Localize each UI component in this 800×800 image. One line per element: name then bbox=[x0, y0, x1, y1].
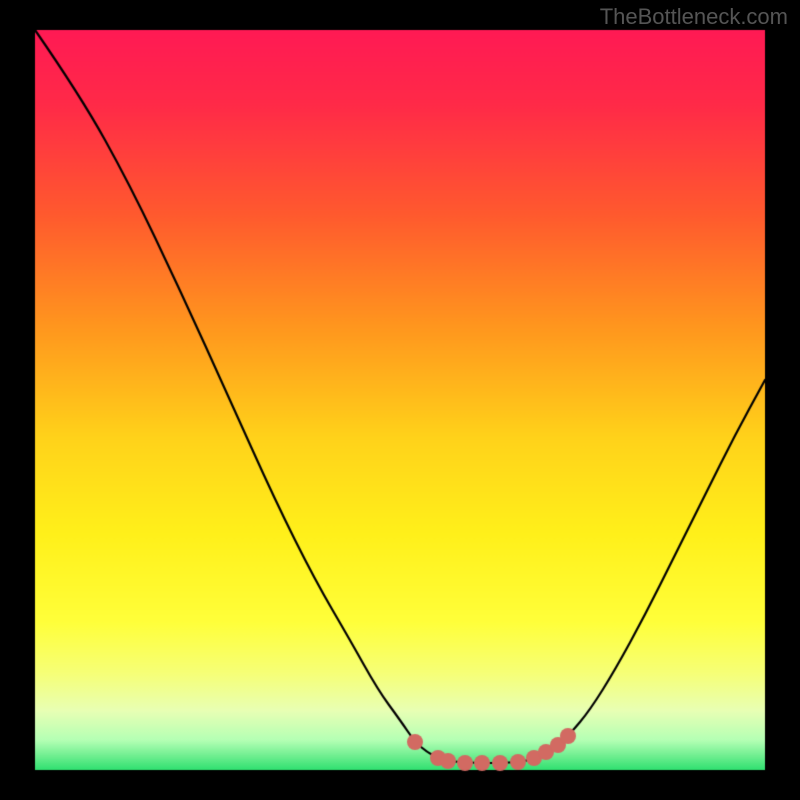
bottleneck-chart bbox=[0, 0, 800, 800]
watermark-text: TheBottleneck.com bbox=[600, 4, 788, 30]
